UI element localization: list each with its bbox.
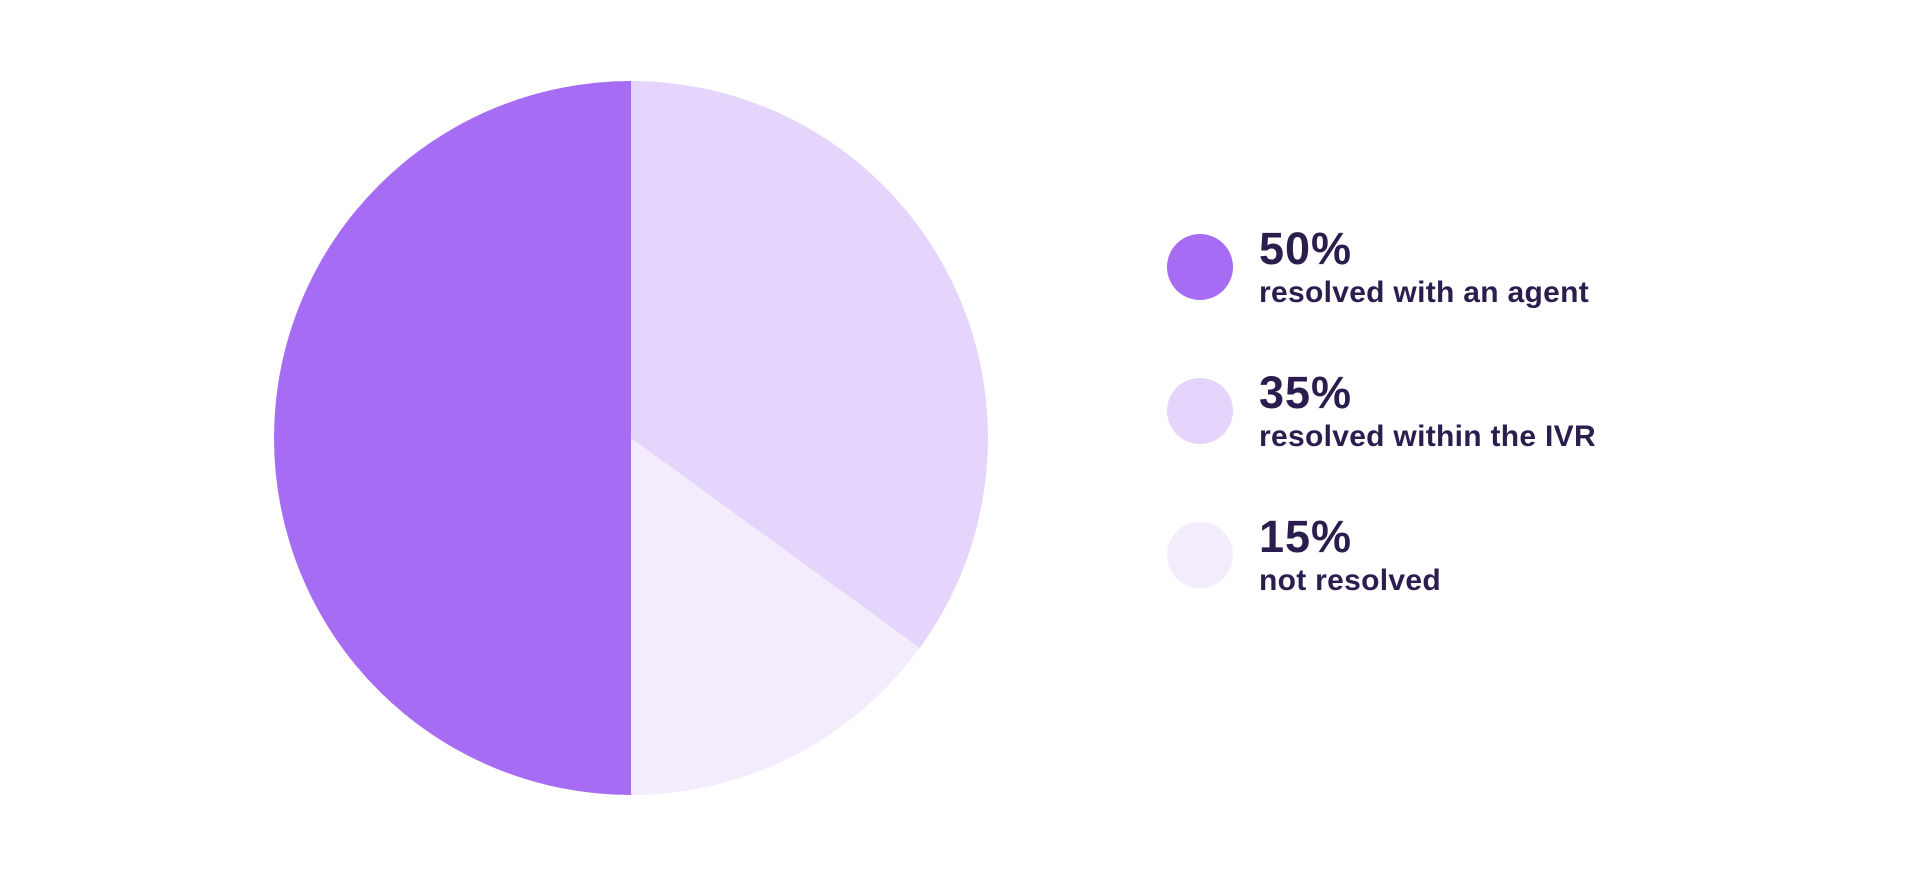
- legend-swatch-circle-icon: [1167, 522, 1233, 588]
- legend-item-resolved-with-agent: 50% resolved with an agent: [1167, 226, 1596, 308]
- legend-label: not resolved: [1259, 564, 1441, 597]
- legend-label: resolved with an agent: [1259, 276, 1590, 309]
- legend-text-block: 35% resolved within the IVR: [1259, 370, 1596, 452]
- legend-value: 50%: [1259, 223, 1353, 274]
- legend-value: 35%: [1259, 367, 1353, 418]
- pie-chart: [274, 81, 988, 795]
- legend-swatch-circle-icon: [1167, 378, 1233, 444]
- legend: 50% resolved with an agent 35% resolved …: [1167, 226, 1596, 596]
- legend-text-block: 50% resolved with an agent: [1259, 226, 1589, 308]
- legend-swatch-circle-icon: [1167, 234, 1233, 300]
- legend-value: 15%: [1259, 511, 1353, 562]
- legend-label: resolved within the IVR: [1259, 420, 1596, 453]
- legend-text-block: 15% not resolved: [1259, 514, 1441, 596]
- legend-item-not-resolved: 15% not resolved: [1167, 514, 1596, 596]
- legend-item-resolved-within-ivr: 35% resolved within the IVR: [1167, 370, 1596, 452]
